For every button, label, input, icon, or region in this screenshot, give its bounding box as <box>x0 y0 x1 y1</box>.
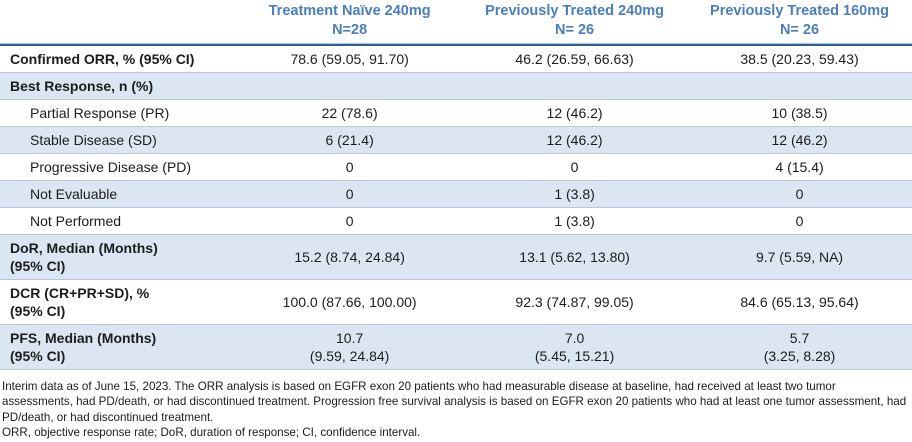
row-label: Progressive Disease (PD) <box>0 154 238 181</box>
table-row-dor-median: DoR, Median (Months) (95% CI) 15.2 (8.74,… <box>0 235 912 280</box>
table-row-stable-disease: Stable Disease (SD) 6 (21.4) 12 (46.2) 12 (… <box>0 127 912 154</box>
cell-value: 78.6 (59.05, 91.70) <box>237 46 463 73</box>
cell-value: 46.2 (26.59, 66.63) <box>462 46 688 73</box>
cell-value: 1 (3.8) <box>462 208 688 235</box>
cell-value: 12 (46.2) <box>687 127 912 154</box>
table-body: Confirmed ORR, % (95% CI) 78.6 (59.05, 91… <box>0 46 912 370</box>
column-n: N= 26 <box>555 22 595 38</box>
table-row-best-response-section: Best Response, n (%) <box>0 73 912 100</box>
cell-value: 7.0 (5.45, 15.21) <box>462 325 688 370</box>
cell-value <box>237 73 463 100</box>
row-label: Not Evaluable <box>0 181 238 208</box>
footnote-interim: Interim data as of June 15, 2023. The OR… <box>2 380 907 424</box>
cell-value: 100.0 (87.66, 100.00) <box>237 280 463 325</box>
cell-value: 0 <box>462 154 688 181</box>
cell-value: 10 (38.5) <box>687 100 912 127</box>
table-row-confirmed-orr: Confirmed ORR, % (95% CI) 78.6 (59.05, 91… <box>0 46 912 73</box>
table-header: Treatment Naïve 240mg N=28 Previously Trea… <box>0 0 912 46</box>
cell-value: 22 (78.6) <box>237 100 463 127</box>
table-row-not-performed: Not Performed 0 1 (3.8) 0 <box>0 208 912 235</box>
column-n: N= 26 <box>779 22 820 38</box>
column-n: N=28 <box>332 22 368 38</box>
column-header-2: Previously Treated 240mg N= 26 <box>462 0 688 46</box>
row-label: Partial Response (PR) <box>0 100 238 127</box>
column-header-3: Previously Treated 160mg N= 26 <box>687 0 912 46</box>
cell-value: 0 <box>237 154 463 181</box>
cell-value: 12 (46.2) <box>462 127 688 154</box>
table-row-partial-response: Partial Response (PR) 22 (78.6) 12 (46.2) 1… <box>0 100 912 127</box>
row-label: DoR, Median (Months) (95% CI) <box>0 235 238 280</box>
footnote-abbreviations: ORR, objective response rate; DoR, durat… <box>2 425 421 439</box>
cell-value: 10.7 (9.59, 24.84) <box>237 325 463 370</box>
row-label: Best Response, n (%) <box>0 73 238 100</box>
column-header-1: Treatment Naïve 240mg N=28 <box>237 0 463 46</box>
cell-value: 15.2 (8.74, 24.84) <box>237 235 463 280</box>
row-label: Stable Disease (SD) <box>0 127 238 154</box>
cell-value: 84.6 (65.13, 95.64) <box>687 280 912 325</box>
cell-value: 6 (21.4) <box>237 127 463 154</box>
efficacy-results-table: Treatment Naïve 240mg N=28 Previously Trea… <box>0 0 912 370</box>
row-label: Confirmed ORR, % (95% CI) <box>0 46 238 73</box>
cell-value: 0 <box>687 208 912 235</box>
cell-value: 92.3 (74.87, 99.05) <box>462 280 688 325</box>
header-row: Treatment Naïve 240mg N=28 Previously Trea… <box>0 0 912 46</box>
footnotes: Interim data as of June 15, 2023. The OR… <box>0 370 912 440</box>
column-title: Previously Treated 160mg <box>710 3 889 19</box>
corner-cell <box>0 0 238 46</box>
cell-value <box>462 73 688 100</box>
cell-value: 4 (15.4) <box>687 154 912 181</box>
cell-value: 13.1 (5.62, 13.80) <box>462 235 688 280</box>
cell-value: 38.5 (20.23, 59.43) <box>687 46 912 73</box>
cell-value: 0 <box>237 181 463 208</box>
table-row-pfs-median: PFS, Median (Months) (95% CI) 10.7 (9.59,… <box>0 325 912 370</box>
table-row-progressive-disease: Progressive Disease (PD) 0 0 4 (15.4) <box>0 154 912 181</box>
cell-value: 0 <box>237 208 463 235</box>
column-title: Previously Treated 240mg <box>485 3 665 19</box>
row-label: DCR (CR+PR+SD), % (95% CI) <box>0 280 238 325</box>
cell-value: 5.7 (3.25, 8.28) <box>687 325 912 370</box>
table-row-dcr: DCR (CR+PR+SD), % (95% CI) 100.0 (87.66, … <box>0 280 912 325</box>
cell-value: 12 (46.2) <box>462 100 688 127</box>
cell-value <box>687 73 912 100</box>
row-label: Not Performed <box>0 208 238 235</box>
table-row-not-evaluable: Not Evaluable 0 1 (3.8) 0 <box>0 181 912 208</box>
cell-value: 9.7 (5.59, NA) <box>687 235 912 280</box>
cell-value: 0 <box>687 181 912 208</box>
cell-value: 1 (3.8) <box>462 181 688 208</box>
column-title: Treatment Naïve 240mg <box>268 3 431 19</box>
row-label: PFS, Median (Months) (95% CI) <box>0 325 238 370</box>
